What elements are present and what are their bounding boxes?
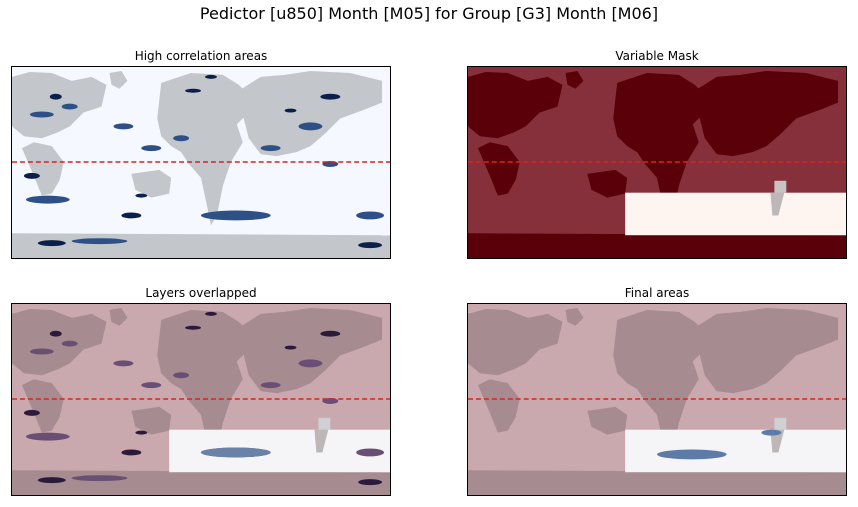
land-in-selection xyxy=(770,192,785,216)
land-region xyxy=(21,142,64,196)
negative-correlation-area xyxy=(185,88,201,93)
final-area xyxy=(657,449,727,460)
negative-correlation-area xyxy=(358,242,383,249)
land-region xyxy=(157,309,251,463)
negative-correlation-area xyxy=(49,93,62,100)
land-in-selection xyxy=(314,429,329,453)
land-region xyxy=(12,233,390,258)
negative-correlation-area xyxy=(121,212,142,219)
panel-layers-overlapped xyxy=(11,303,391,496)
positive-correlation-area xyxy=(113,360,134,367)
panel-title-layers-overlapped: Layers overlapped xyxy=(145,286,257,300)
negative-correlation-area xyxy=(284,108,297,113)
negative-correlation-area xyxy=(135,193,148,198)
land-region xyxy=(477,379,520,433)
land-region xyxy=(468,470,846,495)
land-region xyxy=(131,406,172,435)
positive-correlation-area xyxy=(61,103,78,110)
land-region xyxy=(587,169,628,198)
negative-correlation-area xyxy=(358,479,383,486)
positive-correlation-area xyxy=(29,111,54,118)
land-region xyxy=(613,72,707,226)
negative-correlation-area xyxy=(37,240,66,247)
negative-correlation-area xyxy=(320,93,341,100)
positive-correlation-area xyxy=(201,210,271,221)
positive-correlation-area xyxy=(356,448,385,457)
land-region xyxy=(694,307,839,394)
negative-correlation-area xyxy=(204,74,217,79)
negative-correlation-area xyxy=(37,477,66,484)
negative-correlation-area xyxy=(135,430,148,435)
variable-mask-map xyxy=(468,67,846,258)
land-region xyxy=(131,169,172,198)
positive-correlation-area xyxy=(298,122,323,131)
land-region xyxy=(477,142,520,196)
panel-variable-mask xyxy=(467,66,847,259)
selected-notch xyxy=(774,417,787,430)
positive-correlation-area xyxy=(260,382,281,389)
land-region xyxy=(21,379,64,433)
positive-correlation-area xyxy=(141,382,162,389)
land-region xyxy=(565,307,584,326)
positive-correlation-area xyxy=(260,145,281,152)
land-region xyxy=(613,309,707,463)
final-areas-map xyxy=(468,304,846,495)
positive-correlation-area xyxy=(25,195,70,204)
positive-correlation-area xyxy=(25,432,70,441)
selected-region xyxy=(625,192,846,236)
selected-region xyxy=(169,429,390,473)
land-region xyxy=(12,470,390,495)
land-region xyxy=(468,71,563,139)
panel-title-high-correlation: High correlation areas xyxy=(134,49,268,63)
layers-overlapped-map xyxy=(12,304,390,495)
negative-correlation-area xyxy=(284,345,297,350)
figure-title: Pedictor [u850] Month [M05] for Group [G… xyxy=(199,4,659,23)
land-region xyxy=(565,70,584,89)
land-region xyxy=(12,308,107,376)
land-region xyxy=(587,406,628,435)
selected-region xyxy=(625,429,846,473)
land-region xyxy=(468,233,846,258)
negative-correlation-area xyxy=(204,311,217,316)
positive-correlation-area xyxy=(173,372,190,379)
land-region xyxy=(12,71,107,139)
land-region xyxy=(109,307,128,326)
positive-correlation-area xyxy=(71,475,128,482)
positive-correlation-area xyxy=(29,348,54,355)
land-region xyxy=(238,70,383,157)
final-area xyxy=(761,429,782,436)
positive-correlation-area xyxy=(61,340,78,347)
panel-final-areas xyxy=(467,303,847,496)
negative-correlation-area xyxy=(185,325,201,330)
selected-notch xyxy=(774,180,787,193)
negative-correlation-area xyxy=(23,172,40,179)
positive-correlation-area xyxy=(298,359,323,368)
land-region xyxy=(157,72,251,226)
negative-correlation-area xyxy=(320,330,341,337)
land-region xyxy=(468,308,563,376)
land-region xyxy=(238,307,383,394)
panel-title-variable-mask: Variable Mask xyxy=(615,49,699,63)
panel-high-correlation xyxy=(11,66,391,259)
positive-correlation-area xyxy=(141,145,162,152)
negative-correlation-area xyxy=(49,330,62,337)
panel-title-final-areas: Final areas xyxy=(624,286,690,300)
land-region xyxy=(109,70,128,89)
positive-correlation-area xyxy=(71,238,128,245)
selected-notch xyxy=(318,417,331,430)
positive-correlation-area xyxy=(356,211,385,220)
positive-correlation-area xyxy=(173,135,190,142)
land-region xyxy=(694,70,839,157)
final-area xyxy=(201,447,271,458)
high-correlation-map xyxy=(12,67,390,258)
negative-correlation-area xyxy=(121,449,142,456)
positive-correlation-area xyxy=(113,123,134,130)
negative-correlation-area xyxy=(23,409,40,416)
